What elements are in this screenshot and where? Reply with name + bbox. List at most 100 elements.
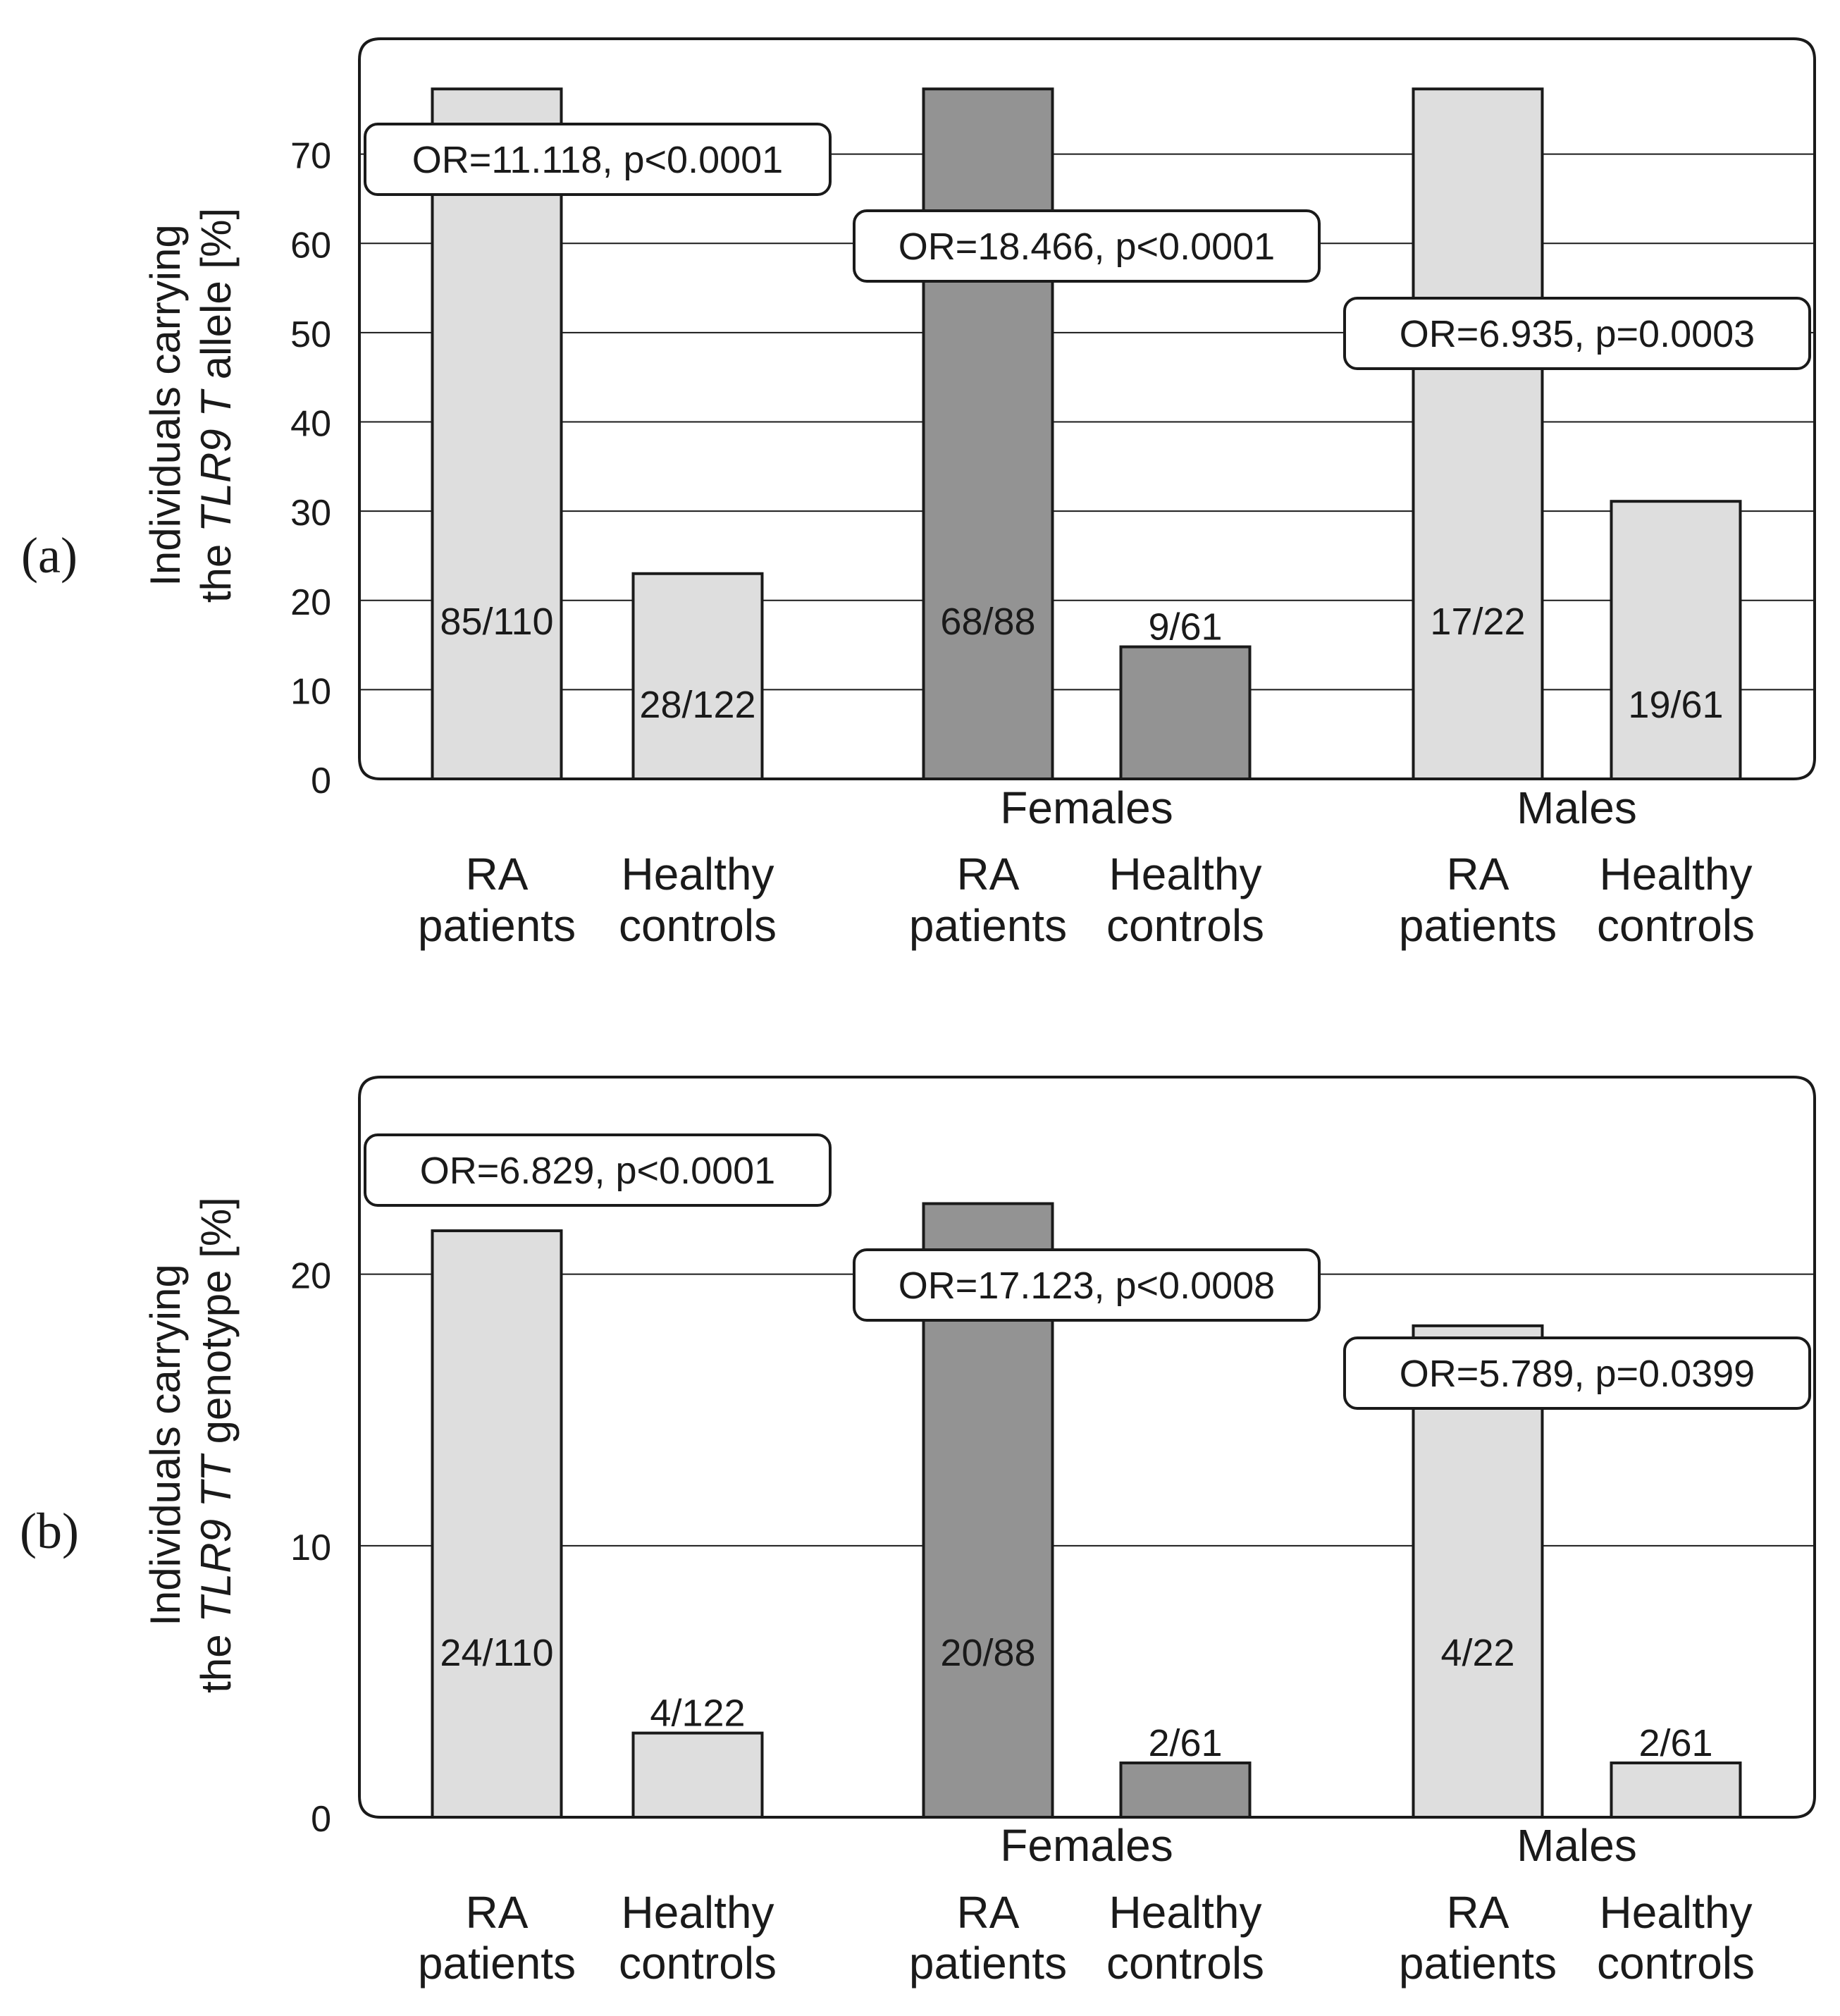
category-label: patients bbox=[418, 900, 576, 951]
bar bbox=[631, 1731, 764, 1819]
bar bbox=[1412, 87, 1544, 781]
stat-box bbox=[1343, 297, 1811, 370]
bar bbox=[431, 1229, 563, 1819]
category-label: RA bbox=[466, 1887, 529, 1938]
category-label: controls bbox=[1106, 900, 1264, 951]
y-tick-label: 40 bbox=[290, 404, 331, 445]
y-axis-label-segment: Individuals carrying bbox=[142, 1264, 189, 1626]
bar-value-label: 2/61 bbox=[1638, 1722, 1712, 1764]
category-label: RA bbox=[1447, 1887, 1509, 1938]
bar bbox=[1119, 1761, 1252, 1819]
group-label: Females bbox=[1000, 1820, 1173, 1871]
stat-label: OR=17.123, p<0.0008 bbox=[899, 1265, 1275, 1307]
stat-box bbox=[853, 209, 1321, 283]
bar-value-label: 17/22 bbox=[1430, 601, 1525, 643]
y-tick-label: 60 bbox=[290, 225, 331, 266]
stat-box bbox=[1343, 1336, 1811, 1410]
category-label: patients bbox=[418, 1938, 576, 1989]
y-axis-label-line: Individuals carrying bbox=[142, 1264, 189, 1626]
stat-label: OR=5.789, p=0.0399 bbox=[1400, 1353, 1755, 1395]
bar bbox=[922, 87, 1054, 781]
bar-value-label: 28/122 bbox=[639, 684, 755, 726]
stat-box bbox=[364, 1133, 832, 1207]
bar-value-label: 19/61 bbox=[1628, 684, 1723, 726]
bar-value-label: 24/110 bbox=[440, 1632, 553, 1674]
y-axis-label-line: the TLR9 TT genotype [%] bbox=[192, 1197, 240, 1693]
y-axis-label-line: the TLR9 T allele [%] bbox=[192, 208, 240, 603]
y-axis-label-line: Individuals carrying bbox=[142, 224, 189, 586]
y-tick-label: 70 bbox=[290, 136, 331, 177]
y-tick-label: 0 bbox=[311, 1799, 331, 1840]
bar bbox=[1610, 500, 1742, 780]
category-label: RA bbox=[957, 1887, 1020, 1938]
stat-label: OR=18.466, p<0.0001 bbox=[899, 226, 1275, 268]
y-axis-label-segment: genotype [%] bbox=[192, 1197, 240, 1456]
y-axis-label-segment: the bbox=[192, 532, 240, 603]
group-label: Females bbox=[1000, 782, 1173, 833]
category-label: RA bbox=[1447, 849, 1509, 899]
category-label: patients bbox=[1399, 900, 1557, 951]
category-label: controls bbox=[619, 900, 777, 951]
bar bbox=[1610, 1761, 1742, 1819]
plot-frame bbox=[358, 37, 1816, 780]
bar-value-label: 9/61 bbox=[1148, 606, 1222, 649]
stat-box bbox=[364, 123, 832, 196]
y-axis-label-segment: Individuals carrying bbox=[142, 224, 189, 586]
bar bbox=[631, 572, 764, 780]
panel-label: (a) bbox=[21, 527, 78, 584]
group-label: Males bbox=[1517, 782, 1637, 833]
group-label: Males bbox=[1517, 1820, 1637, 1871]
bar-value-label: 85/110 bbox=[440, 601, 553, 643]
y-tick-label: 10 bbox=[290, 1528, 331, 1568]
chart-panel-b: 0 10 20 (b) Individuals carryingthe TLR9 TT … bbox=[20, 1076, 1816, 1989]
bar-value-label: 4/122 bbox=[650, 1692, 745, 1735]
y-axis-label-segment: TLR9 T bbox=[192, 388, 240, 532]
panel-label: (b) bbox=[20, 1503, 79, 1559]
stat-label: OR=11.118, p<0.0001 bbox=[412, 139, 783, 181]
y-tick-label: 0 bbox=[311, 761, 331, 801]
stat-label: OR=6.829, p<0.0001 bbox=[420, 1150, 775, 1192]
y-tick-label: 50 bbox=[290, 314, 331, 355]
plot-frame bbox=[358, 1076, 1816, 1819]
category-label: controls bbox=[1597, 1938, 1755, 1989]
stat-box bbox=[853, 1248, 1321, 1322]
category-label: patients bbox=[909, 900, 1067, 951]
bar bbox=[1119, 645, 1252, 780]
category-label: controls bbox=[1597, 900, 1755, 951]
category-label: RA bbox=[957, 849, 1020, 899]
category-label: Healthy bbox=[622, 1887, 774, 1938]
category-label: Healthy bbox=[1600, 849, 1753, 899]
y-axis-label-segment: TLR9 TT bbox=[192, 1453, 240, 1623]
category-label: Healthy bbox=[1109, 849, 1262, 899]
y-tick-label: 30 bbox=[290, 493, 331, 534]
bar-value-label: 2/61 bbox=[1148, 1722, 1222, 1764]
category-label: Healthy bbox=[622, 849, 774, 899]
y-axis-label-segment: the bbox=[192, 1623, 240, 1693]
stat-label: OR=6.935, p=0.0003 bbox=[1400, 313, 1755, 355]
y-axis-label: Individuals carryingthe TLR9 T allele [%… bbox=[142, 208, 240, 603]
bar-value-label: 20/88 bbox=[940, 1632, 1035, 1674]
category-label: patients bbox=[909, 1938, 1067, 1989]
category-label: patients bbox=[1399, 1938, 1557, 1989]
y-axis-label-segment: allele [%] bbox=[192, 208, 240, 391]
bar bbox=[431, 87, 563, 781]
y-tick-label: 10 bbox=[290, 671, 331, 712]
category-label: controls bbox=[619, 1938, 777, 1989]
category-label: Healthy bbox=[1600, 1887, 1753, 1938]
chart-panel-a: 0 10 20 30 40 50 60 70 (a) Individuals carryingth… bbox=[21, 37, 1816, 951]
bar-value-label: 4/22 bbox=[1440, 1632, 1514, 1674]
y-tick-label: 20 bbox=[290, 582, 331, 623]
category-label: Healthy bbox=[1109, 1887, 1262, 1938]
y-tick-label: 20 bbox=[290, 1256, 331, 1297]
category-label: controls bbox=[1106, 1938, 1264, 1989]
bar-value-label: 68/88 bbox=[940, 601, 1035, 643]
y-axis-label: Individuals carryingthe TLR9 TT genotype… bbox=[142, 1197, 240, 1693]
category-label: RA bbox=[466, 849, 529, 899]
